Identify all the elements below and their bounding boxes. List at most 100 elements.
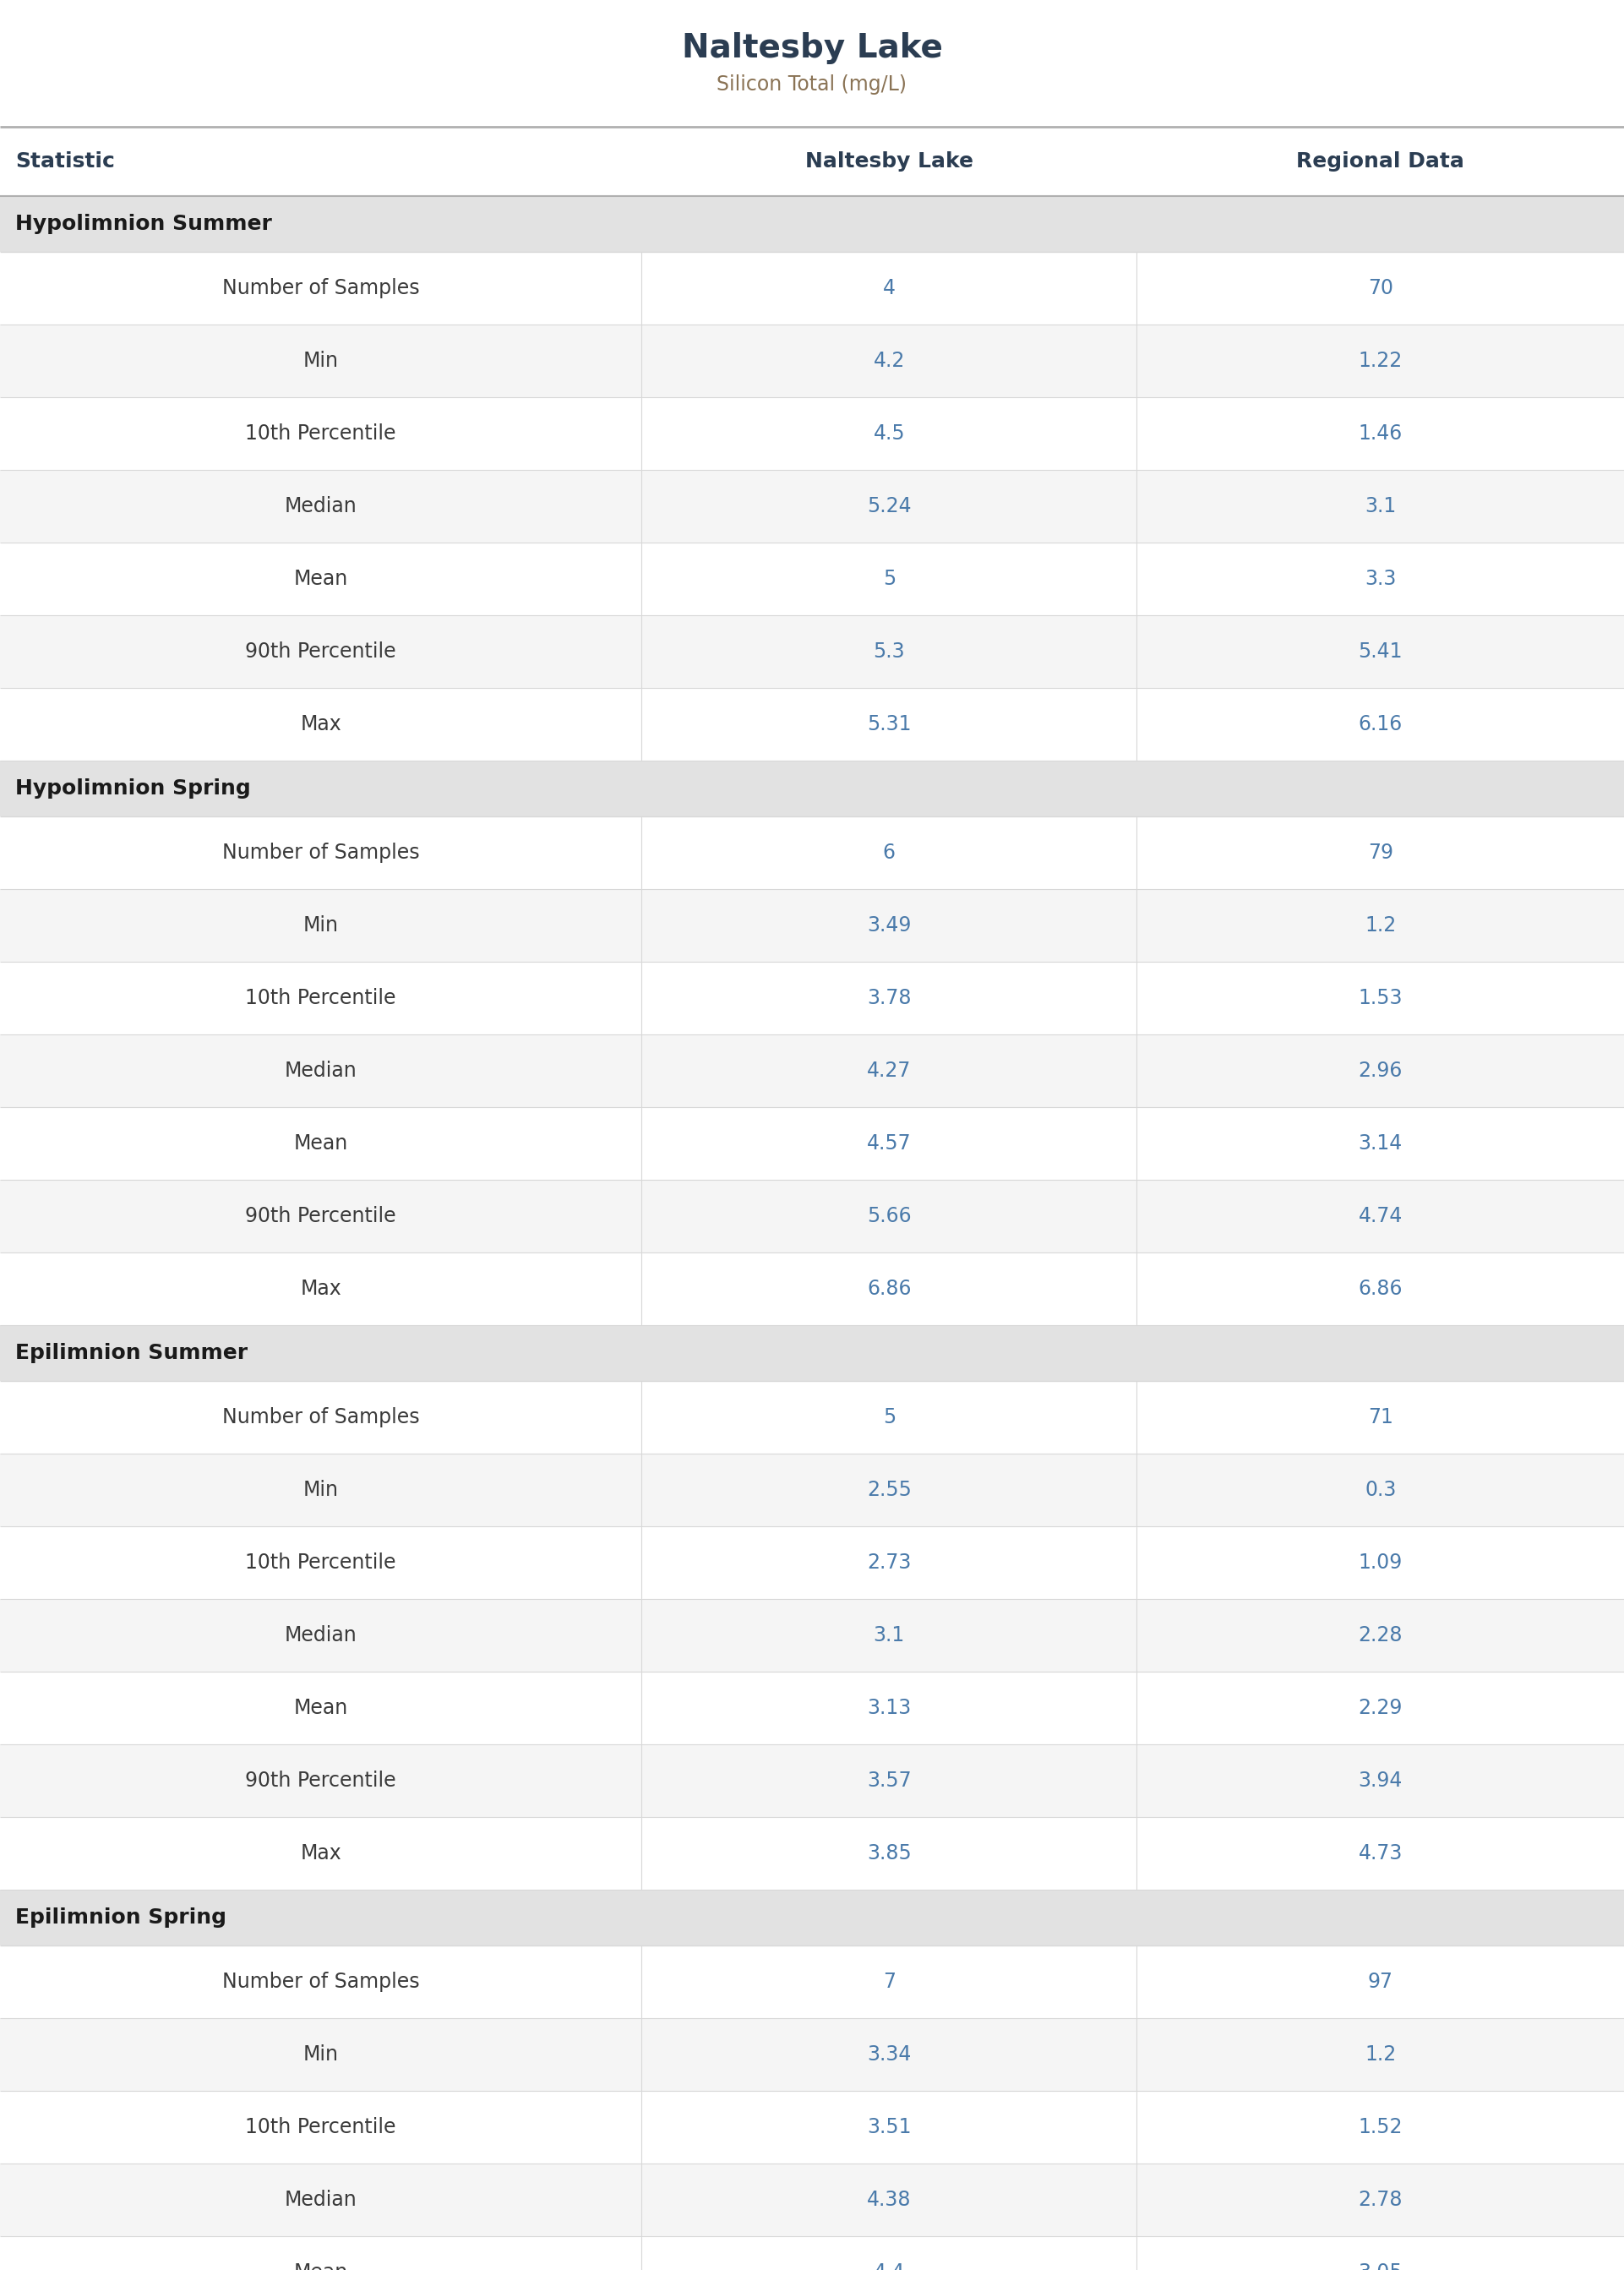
Text: 4.27: 4.27 [867, 1060, 911, 1081]
Bar [0, 817, 1624, 890]
Text: 4.2: 4.2 [874, 352, 905, 370]
Text: Silicon Total (mg/L): Silicon Total (mg/L) [716, 75, 908, 95]
Text: 3.78: 3.78 [867, 987, 911, 1008]
Text: Min: Min [304, 2045, 338, 2066]
Text: Naltesby Lake: Naltesby Lake [682, 32, 942, 64]
Bar [0, 2018, 1624, 2091]
Text: 5.41: 5.41 [1358, 642, 1403, 663]
Text: 5.66: 5.66 [867, 1205, 911, 1226]
Bar [0, 962, 1624, 1035]
Text: Median: Median [284, 2191, 357, 2211]
Text: 5: 5 [883, 570, 895, 588]
Text: Number of Samples: Number of Samples [222, 842, 419, 863]
Text: Epilimnion Spring: Epilimnion Spring [15, 1907, 226, 1927]
Text: 3.14: 3.14 [1358, 1133, 1403, 1153]
Bar [0, 397, 1624, 470]
Text: 2.29: 2.29 [1358, 1698, 1403, 1718]
Text: 1.53: 1.53 [1358, 987, 1403, 1008]
Text: 4.38: 4.38 [867, 2191, 911, 2211]
Text: 5: 5 [883, 1407, 895, 1428]
Text: 79: 79 [1367, 842, 1393, 863]
Text: 6.86: 6.86 [867, 1278, 911, 1298]
Text: 3.34: 3.34 [867, 2045, 911, 2066]
Text: 4.5: 4.5 [874, 424, 905, 443]
Bar [0, 2236, 1624, 2270]
Text: Hypolimnion Spring: Hypolimnion Spring [15, 779, 250, 799]
Text: 4.57: 4.57 [867, 1133, 911, 1153]
Text: Statistic: Statistic [15, 152, 115, 173]
Text: 5.24: 5.24 [867, 497, 911, 515]
Text: Mean: Mean [294, 2263, 348, 2270]
Bar [0, 1108, 1624, 1180]
Text: 2.55: 2.55 [867, 1480, 911, 1500]
Text: Number of Samples: Number of Samples [222, 1407, 419, 1428]
Text: 6.86: 6.86 [1358, 1278, 1403, 1298]
Text: 5.3: 5.3 [874, 642, 905, 663]
Bar [0, 1253, 1624, 1326]
Text: 3.49: 3.49 [867, 915, 911, 935]
Bar [0, 688, 1624, 760]
Bar [0, 1380, 1624, 1453]
Bar [0, 890, 1624, 962]
Text: 3.3: 3.3 [1364, 570, 1397, 588]
Text: 3.85: 3.85 [867, 1843, 911, 1864]
Text: 1.2: 1.2 [1364, 2045, 1397, 2066]
Text: 6.16: 6.16 [1358, 715, 1403, 735]
Text: Min: Min [304, 1480, 338, 1500]
Text: 10th Percentile: 10th Percentile [245, 1553, 396, 1573]
Text: Regional Data: Regional Data [1296, 152, 1465, 173]
Text: 3.05: 3.05 [1358, 2263, 1403, 2270]
Bar [0, 1525, 1624, 1598]
Text: 97: 97 [1367, 1973, 1393, 1993]
Text: Median: Median [284, 1060, 357, 1081]
Text: Min: Min [304, 352, 338, 370]
Bar [0, 615, 1624, 688]
Text: 1.22: 1.22 [1358, 352, 1403, 370]
Text: 71: 71 [1367, 1407, 1393, 1428]
Text: 10th Percentile: 10th Percentile [245, 2118, 396, 2138]
Text: Max: Max [300, 1278, 341, 1298]
Text: 90th Percentile: 90th Percentile [245, 1205, 396, 1226]
Bar [0, 2091, 1624, 2163]
Text: 1.09: 1.09 [1358, 1553, 1403, 1573]
Text: 1.2: 1.2 [1364, 915, 1397, 935]
Text: 1.46: 1.46 [1358, 424, 1403, 443]
Text: 3.51: 3.51 [867, 2118, 911, 2138]
Text: Hypolimnion Summer: Hypolimnion Summer [15, 213, 271, 234]
Text: Mean: Mean [294, 570, 348, 588]
Text: Number of Samples: Number of Samples [222, 1973, 419, 1993]
Text: 10th Percentile: 10th Percentile [245, 424, 396, 443]
Text: Max: Max [300, 1843, 341, 1864]
Bar [0, 127, 1624, 195]
Bar [0, 1889, 1624, 1945]
Text: Mean: Mean [294, 1698, 348, 1718]
Bar [0, 0, 1624, 127]
Bar [0, 543, 1624, 615]
Text: Min: Min [304, 915, 338, 935]
Text: 4: 4 [883, 277, 895, 297]
Bar [0, 1035, 1624, 1108]
Text: Max: Max [300, 715, 341, 735]
Text: 2.28: 2.28 [1358, 1625, 1403, 1646]
Text: 7: 7 [883, 1973, 895, 1993]
Text: 6: 6 [883, 842, 895, 863]
Bar [0, 2163, 1624, 2236]
Text: 5.31: 5.31 [867, 715, 911, 735]
Text: 90th Percentile: 90th Percentile [245, 1771, 396, 1791]
Text: 2.73: 2.73 [867, 1553, 911, 1573]
Text: 90th Percentile: 90th Percentile [245, 642, 396, 663]
Text: 4.73: 4.73 [1358, 1843, 1403, 1864]
Text: 2.78: 2.78 [1358, 2191, 1403, 2211]
Text: Epilimnion Summer: Epilimnion Summer [15, 1344, 248, 1364]
Text: 4.4: 4.4 [874, 2263, 905, 2270]
Text: Mean: Mean [294, 1133, 348, 1153]
Text: Number of Samples: Number of Samples [222, 277, 419, 297]
Bar [0, 1945, 1624, 2018]
Text: Median: Median [284, 1625, 357, 1646]
Bar [0, 1671, 1624, 1743]
Bar [0, 760, 1624, 817]
Text: 1.52: 1.52 [1358, 2118, 1403, 2138]
Text: 4.74: 4.74 [1358, 1205, 1403, 1226]
Text: 3.13: 3.13 [867, 1698, 911, 1718]
Bar [0, 1453, 1624, 1525]
